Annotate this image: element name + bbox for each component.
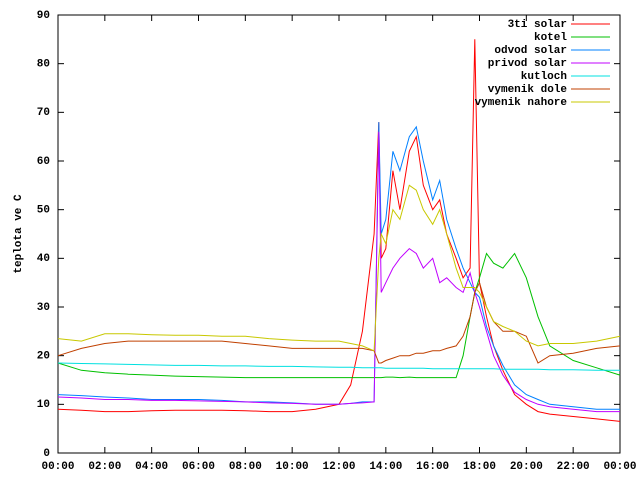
legend-label: vymenik dole — [488, 84, 568, 96]
legend-label: vymenik nahore — [475, 97, 568, 109]
x-tick-label: 18:00 — [463, 461, 496, 473]
series-line — [57, 39, 621, 422]
x-tick-label: 12:00 — [322, 461, 355, 473]
y-tick-label: 60 — [37, 156, 50, 168]
y-tick-label: 20 — [37, 351, 50, 363]
x-tick-label: 20:00 — [510, 461, 543, 473]
y-axis-label: teplota ve C — [13, 194, 25, 274]
x-tick-label: 00:00 — [41, 461, 74, 473]
y-tick-label: 30 — [37, 302, 50, 314]
y-tick-label: 0 — [43, 448, 50, 460]
x-tick-label: 02:00 — [88, 461, 121, 473]
x-tick-label: 22:00 — [557, 461, 590, 473]
x-tick-label: 00:00 — [603, 461, 636, 473]
series-line — [57, 281, 621, 364]
x-tick-label: 10:00 — [276, 461, 309, 473]
legend-label: odvod solar — [494, 45, 567, 57]
legend-label: 3ti solar — [508, 19, 567, 31]
y-tick-label: 90 — [37, 10, 50, 22]
x-tick-label: 06:00 — [182, 461, 215, 473]
x-tick-label: 08:00 — [229, 461, 262, 473]
y-tick-label: 70 — [37, 107, 50, 119]
x-tick-label: 14:00 — [369, 461, 402, 473]
legend-label: kutloch — [521, 71, 567, 83]
series-line — [57, 362, 620, 371]
x-tick-label: 04:00 — [135, 461, 168, 473]
y-tick-label: 40 — [37, 253, 50, 265]
y-tick-label: 50 — [37, 205, 50, 217]
series-line — [57, 122, 620, 410]
series-line — [57, 131, 620, 413]
y-tick-label: 10 — [37, 399, 50, 411]
legend-label: kotel — [534, 32, 567, 44]
series-line — [57, 184, 621, 352]
legend-label: privod solar — [488, 58, 567, 70]
series-line — [57, 252, 621, 379]
x-tick-label: 16:00 — [416, 461, 449, 473]
y-tick-label: 80 — [37, 59, 50, 71]
